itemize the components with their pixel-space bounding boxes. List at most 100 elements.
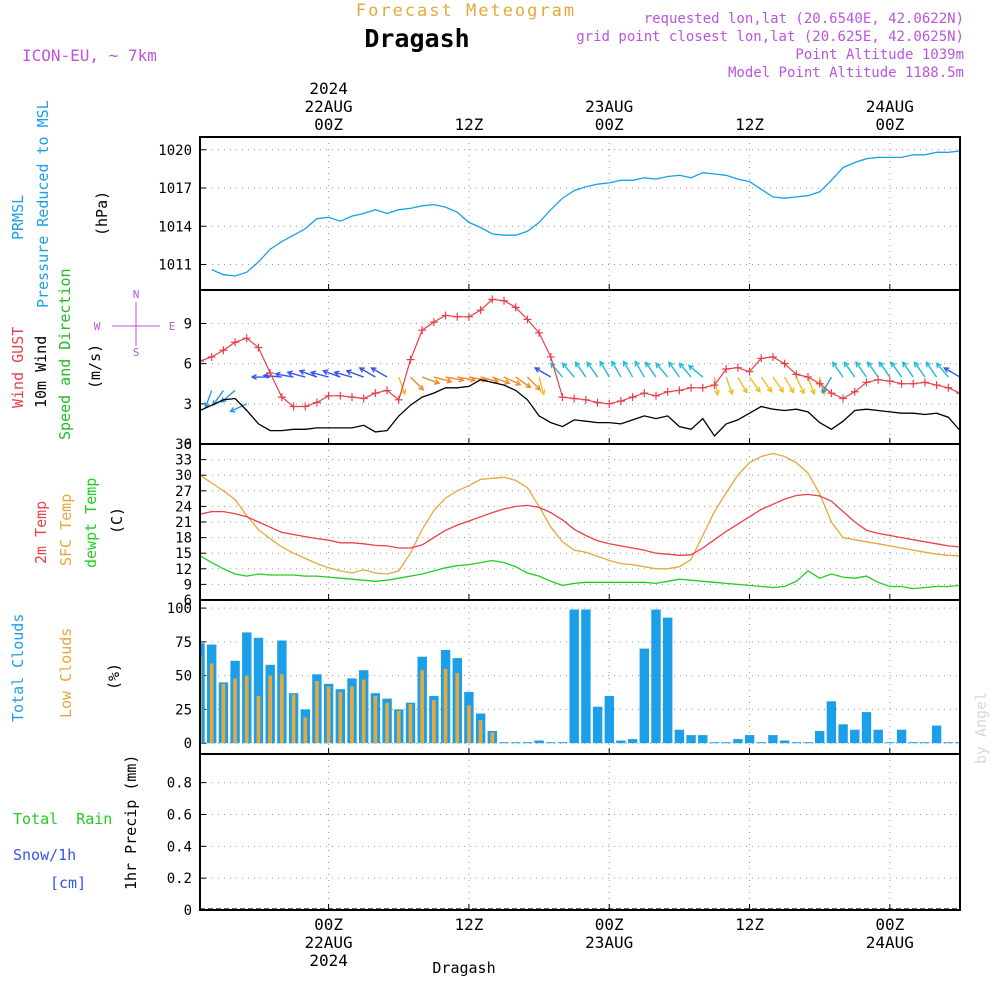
gust-marker [944,383,953,392]
wind-vector-head [831,361,838,368]
wind-vector-head [599,360,605,367]
low-cloud-bar [268,675,272,744]
gust-marker [874,375,883,384]
gust-marker [757,354,766,363]
chart-panels: 1011101410171020036969121518212427303336… [158,136,961,919]
wind-vector-head [913,361,920,368]
wind-vector [562,362,575,378]
wind-vector [623,361,634,378]
compass-east: E [169,320,176,333]
precip-ytick-label: 0.2 [167,871,192,887]
gust-marker [710,381,719,390]
wind-vector [204,390,213,408]
total-cloud-bar [511,742,521,744]
wind-vector-head [250,373,257,381]
bottom-axis-label: 24AUG [866,933,914,952]
pressure-label-desc: Pressure Reduced to MSL [34,100,52,308]
requested-coords: requested lon,lat (20.6540E, 42.0622N) [644,11,964,27]
precip-label-cm: [cm] [50,874,86,892]
wind-vector [346,370,364,378]
total-cloud-bar [499,742,509,744]
gust-marker [909,379,918,388]
precip-label-rain: Total Rain [13,810,112,828]
low-cloud-bar [373,695,378,744]
wind-vector [433,376,452,383]
wind-vector [287,371,306,378]
total-cloud-bar [733,739,743,744]
wind-vector-head [229,406,236,413]
wind-vector [867,361,879,378]
low-cloud-bar [233,678,237,744]
wind-vector [737,376,748,393]
wind-vector [936,362,949,378]
bottom-axis-label: 23AUG [585,933,633,952]
gust-marker [546,352,555,361]
gust-marker [535,328,544,337]
gust-marker [383,386,392,395]
wind-vector-head [533,367,541,373]
gust-marker [254,343,263,352]
wind-label-gust: Wind GUST [9,327,27,408]
wind-vector [914,361,926,378]
wind-vector-head [298,369,306,376]
temp-ytick-label: 27 [175,484,192,500]
gust-marker [324,391,333,400]
wind-vector [795,376,805,394]
wind-vector-head [400,388,407,396]
total-cloud-bar [885,742,895,744]
model-altitude: Model Point Altitude 1188.5m [728,65,964,81]
low-cloud-bar [455,672,460,744]
low-cloud-bar [315,681,319,744]
wind-vector [275,373,294,378]
pressure-unit: (hPa) [93,191,111,236]
gust-marker [733,363,742,372]
top-title: Forecast Meteogram [356,1,576,21]
wind-vector [611,361,622,378]
clouds-ytick-label: 25 [175,702,192,718]
gust-marker [675,386,684,395]
top-axis-label: 12Z [735,115,764,134]
total-cloud-bar [943,742,953,744]
wind-vector-head [943,367,950,373]
wind-vector-head [728,388,734,396]
gust-marker [850,387,859,396]
point-altitude: Point Altitude 1039m [795,47,964,63]
gust-marker [348,393,356,402]
gust-marker [418,326,427,335]
wind-label-10m: 10m Wind [32,336,50,408]
wind-vector-head [766,386,773,393]
gust-marker [640,389,649,398]
wind-vector-head [866,361,873,368]
wind-vector-head [925,361,932,368]
precip-ytick-label: 0.6 [167,807,192,823]
wind-vector-head [262,372,269,379]
clouds-unit: (%) [105,663,123,690]
wind-vector-head [418,384,425,391]
top-axis-label: 00Z [314,115,343,134]
wind-speed-line [200,379,960,438]
dewpt-line [200,555,960,590]
total-cloud-bar [908,742,918,744]
gust-marker [336,391,345,400]
gust-marker [687,383,696,392]
wind-vector-head [561,362,568,369]
temp-ytick-label: 9 [184,577,192,593]
temp-label-sfc: SFC Temp [57,494,75,566]
wind-vector [599,361,610,378]
wind-vector-head [878,361,885,368]
wind-vector [678,362,692,378]
t2m-line [200,493,960,556]
top-axis-label: 24AUG [866,97,914,116]
total-cloud-bar [779,740,790,744]
clouds-ytick-label: 50 [175,669,192,685]
gust-marker [558,393,567,402]
temp-ytick-label: 36 [175,437,192,453]
low-cloud-bar [221,683,226,744]
wind-vector-head [634,360,640,367]
gust-marker [453,312,462,321]
bottom-axis-label: 00Z [595,915,624,934]
gust-marker [441,311,450,320]
low-cloud-bar [432,700,436,744]
